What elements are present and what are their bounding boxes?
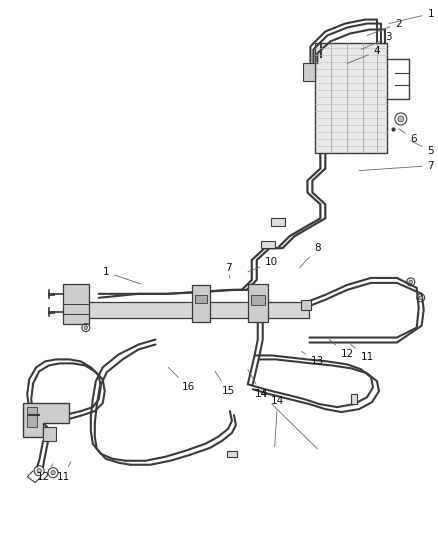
Text: 7: 7	[359, 160, 434, 171]
Polygon shape	[315, 43, 387, 153]
Circle shape	[419, 296, 423, 300]
Text: 6: 6	[399, 129, 417, 144]
Polygon shape	[63, 284, 89, 324]
Text: 14: 14	[248, 369, 268, 399]
Polygon shape	[301, 300, 311, 310]
Text: 13: 13	[301, 351, 324, 366]
Text: 5: 5	[411, 141, 434, 156]
Text: 10: 10	[248, 257, 278, 272]
Circle shape	[409, 280, 413, 284]
Circle shape	[84, 326, 88, 329]
Text: 1: 1	[102, 267, 141, 284]
Polygon shape	[192, 285, 210, 321]
Polygon shape	[251, 295, 265, 305]
Text: 15: 15	[215, 372, 235, 396]
Text: 2: 2	[367, 19, 402, 36]
Polygon shape	[195, 295, 207, 303]
Circle shape	[37, 469, 41, 473]
Text: 4: 4	[347, 46, 380, 63]
Polygon shape	[351, 394, 357, 404]
Text: 12: 12	[329, 340, 354, 359]
Text: 3: 3	[361, 33, 392, 50]
Polygon shape	[43, 427, 56, 441]
Polygon shape	[261, 241, 275, 248]
Circle shape	[51, 471, 55, 475]
Text: 11: 11	[57, 462, 71, 482]
Polygon shape	[23, 403, 69, 437]
Text: 7: 7	[225, 263, 231, 278]
Text: 8: 8	[300, 243, 321, 268]
Text: 11: 11	[347, 342, 374, 362]
Text: 1: 1	[389, 9, 434, 23]
Polygon shape	[248, 284, 268, 321]
Text: 14: 14	[271, 396, 284, 447]
Text: 12: 12	[36, 464, 53, 482]
Circle shape	[398, 116, 404, 122]
Polygon shape	[304, 63, 315, 81]
Text: 16: 16	[168, 367, 195, 392]
Polygon shape	[83, 302, 309, 318]
Polygon shape	[27, 407, 37, 427]
Polygon shape	[271, 219, 285, 226]
Text: 14: 14	[255, 389, 318, 449]
Polygon shape	[227, 451, 237, 457]
